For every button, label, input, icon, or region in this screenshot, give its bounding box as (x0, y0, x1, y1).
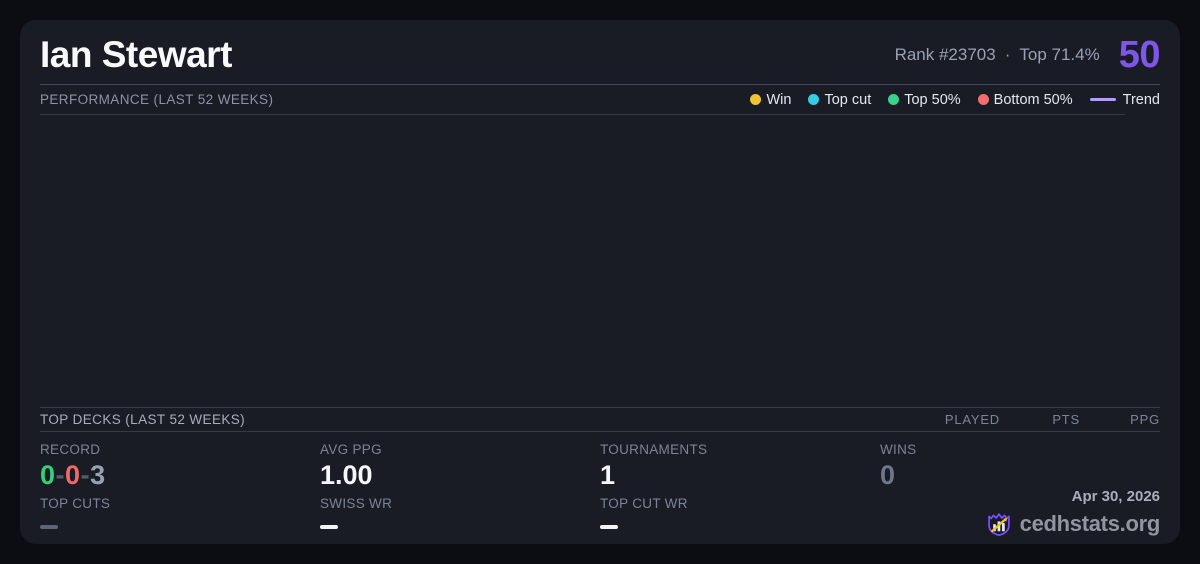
player-stats-card: Ian Stewart Rank #23703 · Top 71.4% 50 P… (20, 20, 1180, 544)
stat-column-record: RECORD 0-0-3 TOP CUTS (40, 442, 320, 544)
top-decks-divider (40, 431, 1160, 432)
chart-bottom-divider (40, 407, 1160, 408)
cedhstats-shield-logo-icon (985, 510, 1013, 538)
rank-text: Rank #23703 (894, 45, 996, 64)
column-header-ppg: PPG (1130, 412, 1160, 427)
site-name: cedhstats.org (1019, 511, 1161, 536)
record-losses: 0 (65, 460, 81, 490)
wins-label: WINS (880, 442, 917, 457)
record-separator: - (55, 460, 66, 490)
top-percent-text: Top 71.4% (1019, 45, 1100, 64)
header-divider (40, 84, 1160, 85)
chart-legend: Win Top cut Top 50% Bottom 50% Trend (750, 92, 1160, 108)
footer-date: Apr 30, 2026 (1071, 488, 1160, 505)
record-draws: 3 (90, 460, 106, 490)
avg-ppg-label: AVG PPG (320, 442, 382, 457)
player-score: 50 (1118, 33, 1161, 76)
legend-item-trend: Trend (1089, 91, 1160, 108)
performance-divider (40, 114, 1125, 115)
legend-label: Trend (1122, 91, 1160, 108)
top-cut-wr-empty-dash (600, 525, 618, 529)
performance-chart (40, 115, 1160, 407)
performance-title: PERFORMANCE (LAST 52 WEEKS) (40, 92, 274, 107)
top-50-dot-icon (888, 94, 900, 105)
column-header-pts: PTS (1052, 412, 1080, 427)
top-decks-columns: PLAYED PTS PPG (920, 412, 1160, 427)
tournaments-value: 1 (600, 460, 616, 490)
legend-label: Bottom 50% (993, 91, 1073, 108)
site-brand[interactable]: cedhstats.org (985, 510, 1160, 538)
rank-group: Rank #23703 · Top 71.4% 50 (894, 33, 1161, 77)
stats-grid: RECORD 0-0-3 TOP CUTS AVG PPG 1.00 SWISS… (40, 432, 1160, 544)
wins-value: 0 (880, 460, 896, 490)
stat-column-avg-ppg: AVG PPG 1.00 SWISS WR (320, 442, 600, 544)
legend-item-win: Win (750, 92, 791, 108)
trend-line-icon (1089, 98, 1116, 101)
legend-item-top-50: Top 50% (888, 91, 961, 108)
record-wins: 0 (40, 460, 56, 490)
top-decks-title: TOP DECKS (LAST 52 WEEKS) (40, 412, 246, 427)
swiss-wr-empty-dash (320, 525, 338, 529)
avg-ppg-value: 1.00 (320, 460, 373, 490)
record-separator: - (80, 460, 91, 490)
stat-column-tournaments: TOURNAMENTS 1 TOP CUT WR (600, 442, 880, 544)
stat-column-wins: WINS 0 (880, 442, 1160, 544)
player-name: Ian Stewart (40, 34, 232, 75)
top-cuts-empty-dash (40, 525, 58, 529)
dot-separator: · (1004, 45, 1011, 64)
top-cuts-label: TOP CUTS (40, 496, 111, 511)
legend-label: Top cut (824, 91, 872, 108)
card-footer: Apr 30, 2026 cedhstats.org (985, 488, 1160, 538)
card-header: Ian Stewart Rank #23703 · Top 71.4% 50 (40, 20, 1161, 84)
legend-label: Win (766, 91, 792, 108)
top-decks-header: TOP DECKS (LAST 52 WEEKS) PLAYED PTS PPG (40, 408, 1160, 431)
win-dot-icon (750, 94, 762, 105)
tournaments-label: TOURNAMENTS (600, 442, 708, 457)
performance-header: PERFORMANCE (LAST 52 WEEKS) Win Top cut … (40, 85, 1160, 114)
legend-item-bottom-50: Bottom 50% (977, 91, 1073, 108)
column-header-played: PLAYED (944, 412, 1000, 427)
record-value: 0-0-3 (40, 462, 320, 489)
swiss-wr-label: SWISS WR (320, 496, 393, 511)
top-cut-dot-icon (808, 94, 820, 105)
top-cut-wr-label: TOP CUT WR (600, 496, 688, 511)
record-label: RECORD (40, 442, 101, 457)
legend-item-top-cut: Top cut (808, 92, 871, 108)
legend-label: Top 50% (904, 91, 961, 108)
bottom-50-dot-icon (977, 94, 989, 105)
